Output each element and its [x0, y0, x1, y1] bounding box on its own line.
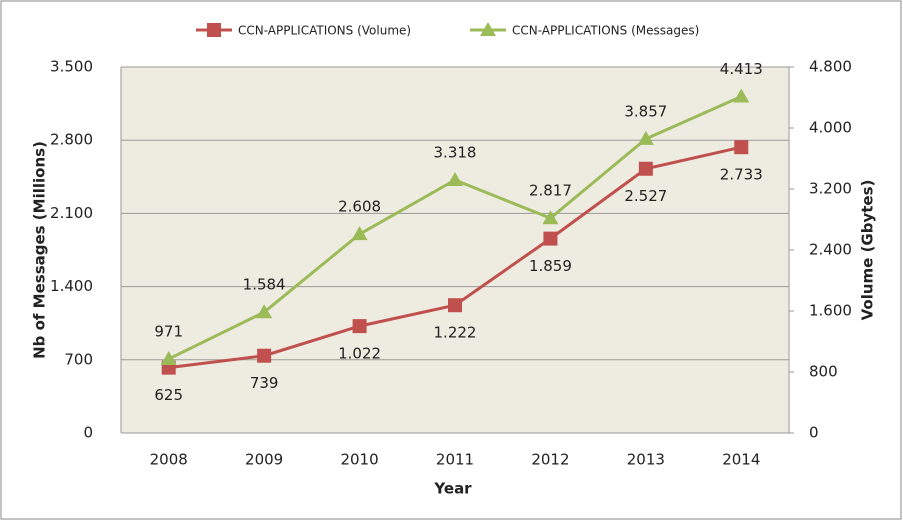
marker	[480, 22, 496, 36]
data-label: 1.859	[529, 257, 572, 275]
data-label: 2.733	[720, 166, 763, 184]
y-tick-label: 1.400	[50, 277, 93, 295]
y2-axis-title: Volume (Gbytes)	[859, 180, 877, 321]
marker	[207, 23, 221, 37]
data-label: 2.817	[529, 182, 572, 200]
x-tick-label: 2012	[531, 451, 569, 469]
y-tick-label: 2.100	[50, 204, 93, 222]
x-axis-title: Year	[433, 480, 472, 498]
data-label: 2.527	[624, 187, 667, 205]
marker	[160, 350, 177, 365]
data-label: 1.222	[434, 324, 477, 342]
y2-tick-label: 2.400	[809, 241, 852, 259]
data-label: 625	[154, 386, 183, 404]
y-tick-label: 3.500	[50, 58, 93, 76]
marker	[351, 226, 368, 241]
y2-tick-label: 3.200	[809, 180, 852, 198]
data-label: 971	[154, 322, 183, 340]
y2-tick-label: 800	[809, 363, 838, 381]
marker	[734, 140, 749, 155]
marker	[638, 161, 653, 176]
y-tick-label: 0	[83, 424, 93, 442]
marker	[352, 319, 367, 334]
marker	[637, 130, 654, 145]
data-label: 2.608	[338, 198, 381, 216]
marker	[542, 210, 559, 225]
y-tick-label: 700	[64, 350, 93, 368]
marker	[448, 298, 462, 313]
data-label: 1.584	[243, 276, 286, 294]
y-tick-label: 2.800	[50, 131, 93, 149]
marker	[543, 231, 558, 246]
legend-label: CCN-APPLICATIONS (Volume)	[238, 24, 411, 38]
data-label: 1.022	[338, 345, 381, 363]
marker	[447, 172, 463, 187]
x-tick-label: 2010	[340, 451, 378, 469]
plot-area	[121, 67, 789, 433]
data-label: 3.318	[434, 144, 477, 162]
data-label: 3.857	[624, 102, 667, 120]
marker	[256, 304, 273, 319]
marker	[733, 88, 750, 103]
y2-tick-label: 1.600	[809, 302, 852, 320]
data-label: 4.413	[720, 60, 763, 78]
y2-tick-label: 4.800	[809, 58, 852, 76]
x-tick-label: 2014	[722, 451, 760, 469]
data-label: 739	[250, 374, 279, 392]
x-tick-label: 2011	[436, 451, 474, 469]
y-axis-title: Nb of Messages (Millions)	[31, 141, 49, 359]
x-tick-label: 2008	[150, 451, 188, 469]
y2-tick-label: 4.000	[809, 119, 852, 137]
legend-label: CCN-APPLICATIONS (Messages)	[512, 24, 699, 38]
marker	[257, 348, 272, 363]
x-tick-label: 2009	[245, 451, 283, 469]
x-tick-label: 2013	[627, 451, 665, 469]
y2-tick-label: 0	[809, 424, 819, 442]
